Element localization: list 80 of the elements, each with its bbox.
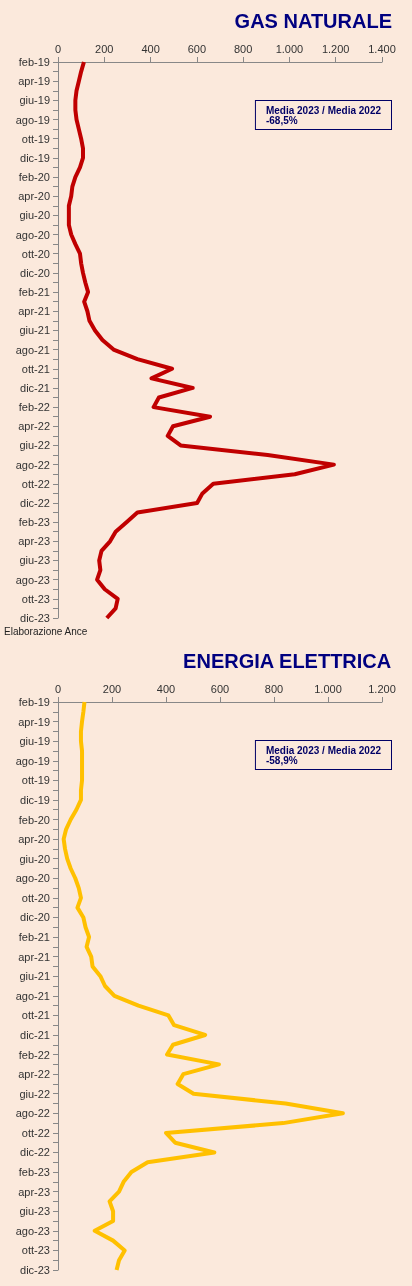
y-tick-label: giu-23 <box>19 1205 50 1218</box>
text: Elaborazione Ance <box>4 625 88 637</box>
y-tick-label: feb-22 <box>18 401 50 414</box>
y-tick-label: apr-20 <box>18 833 50 846</box>
y-tick-label: feb-20 <box>18 171 50 184</box>
x-tick-label: 200 <box>95 42 114 55</box>
y-tick-label: dic-23 <box>20 1264 50 1276</box>
y-tick-label: feb-22 <box>18 1048 50 1061</box>
y-tick-label: feb-19 <box>18 56 50 68</box>
annotation: Media 2023 / Media 2022 -68,5% <box>265 104 382 126</box>
y-tick-label: ott-19 <box>21 132 50 145</box>
y-tick-label: ott-22 <box>21 1126 50 1139</box>
y-tick-label: ago-23 <box>15 573 50 586</box>
x-tick-label: 600 <box>187 42 207 55</box>
y-tick-label: feb-21 <box>18 931 50 944</box>
y-tick-label: feb-19 <box>18 696 50 708</box>
y-tick-label: dic-20 <box>20 266 50 279</box>
y-tick-label: ago-22 <box>15 458 50 471</box>
annotation: Media 2023 / Media 2022 -58,9% <box>265 744 382 766</box>
y-tick-label: dic-22 <box>20 1146 50 1159</box>
x-tick-label: 1.200 <box>368 682 396 695</box>
y-tick-label: apr-21 <box>18 950 50 963</box>
y-tick-label: ago-22 <box>15 1107 50 1120</box>
y-tick-label: giu-20 <box>19 852 50 865</box>
y-tick-label: feb-23 <box>18 516 50 529</box>
y-tick-label: giu-23 <box>19 554 50 567</box>
x-tick-label: 1.000 <box>314 682 342 695</box>
x-tick-label: 1.400 <box>368 42 396 55</box>
y-tick-label: ott-23 <box>21 1244 50 1257</box>
x-tick-label: 1.000 <box>275 42 304 55</box>
x-tick-label: 800 <box>233 42 253 55</box>
y-tick-label: dic-19 <box>20 151 50 164</box>
y-tick-label: ago-21 <box>15 343 50 356</box>
y-tick-label: dic-22 <box>20 496 50 509</box>
y-tick-label: giu-21 <box>19 324 50 337</box>
chart-title: ENERGIA ELETTRICA <box>183 650 392 672</box>
y-tick-label: ago-20 <box>15 228 50 241</box>
y-tick-label: dic-20 <box>20 911 50 924</box>
y-tick-label: giu-22 <box>19 1087 50 1100</box>
x-tick-label: 200 <box>102 682 122 695</box>
y-tick-label: feb-21 <box>18 286 50 299</box>
chart-title: GAS NATURALE <box>234 10 392 32</box>
y-tick-label: apr-22 <box>18 1068 50 1081</box>
y-tick-label: feb-23 <box>18 1166 50 1179</box>
y-tick-label: ott-23 <box>21 592 50 605</box>
x-tick-label: 0 <box>54 42 62 55</box>
y-tick-label: apr-19 <box>18 715 50 728</box>
y-tick-label: apr-22 <box>18 420 50 433</box>
y-tick-label: ago-21 <box>15 989 50 1002</box>
y-tick-label: ott-22 <box>21 477 50 490</box>
y-tick-label: ago-19 <box>15 113 50 126</box>
y-tick-label: giu-22 <box>19 439 50 452</box>
y-tick-label: apr-23 <box>18 535 50 548</box>
y-tick-label: ago-23 <box>15 1224 50 1237</box>
x-tick-label: 800 <box>264 682 284 695</box>
y-tick-label: ott-20 <box>21 247 50 260</box>
y-tick-label: apr-21 <box>18 305 50 318</box>
y-tick-label: apr-20 <box>18 190 50 203</box>
y-tick-label: ago-20 <box>15 872 50 885</box>
y-tick-label: giu-19 <box>19 94 50 107</box>
x-tick-label: 0 <box>54 682 62 695</box>
y-tick-label: dic-21 <box>20 381 50 394</box>
x-tick-label: 600 <box>210 682 230 695</box>
y-tick-label: giu-20 <box>19 209 50 222</box>
y-tick-label: ott-21 <box>21 1009 50 1022</box>
y-tick-label: apr-19 <box>18 75 50 88</box>
y-tick-label: feb-20 <box>18 813 50 826</box>
x-tick-label: 400 <box>141 42 160 55</box>
y-tick-label: apr-23 <box>18 1185 50 1198</box>
y-tick-label: giu-19 <box>19 735 50 748</box>
y-tick-label: dic-21 <box>20 1028 50 1041</box>
x-tick-label: 1.200 <box>321 42 350 55</box>
y-tick-label: dic-19 <box>20 793 50 806</box>
y-tick-label: ott-21 <box>21 362 50 375</box>
y-tick-label: ott-20 <box>21 891 50 904</box>
y-tick-label: ago-19 <box>15 754 50 767</box>
y-tick-label: ott-19 <box>21 774 50 787</box>
x-tick-label: 400 <box>156 682 176 695</box>
y-tick-label: dic-23 <box>20 612 50 624</box>
y-tick-label: giu-21 <box>19 970 50 983</box>
